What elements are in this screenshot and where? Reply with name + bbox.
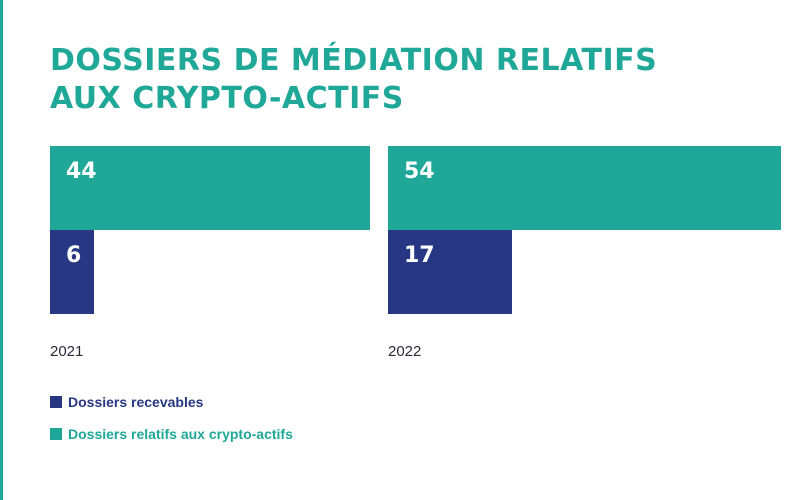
bar-recevables-value-2022: 17 xyxy=(404,243,435,268)
bar-crypto-2021: 44 xyxy=(50,146,370,230)
legend-label-recevables: Dossiers recevables xyxy=(68,394,204,410)
left-accent-rule xyxy=(0,0,3,500)
category-label-2021: 2021 xyxy=(50,343,84,360)
category-label-2022: 2022 xyxy=(388,343,422,360)
bar-recevables-2022: 17 xyxy=(388,230,512,314)
legend-swatch-crypto xyxy=(50,428,62,440)
chart-title: DOSSIERS DE MÉDIATION RELATIFS AUX CRYPT… xyxy=(50,42,657,118)
legend-swatch-recevables xyxy=(50,396,62,408)
bar-recevables-2021: 6 xyxy=(50,230,94,314)
bar-recevables-value-2021: 6 xyxy=(66,243,82,268)
legend-item-crypto: Dossiers relatifs aux crypto-actifs xyxy=(50,426,293,442)
chart-title-line-2: AUX CRYPTO-ACTIFS xyxy=(50,81,404,116)
legend-label-crypto: Dossiers relatifs aux crypto-actifs xyxy=(68,426,293,442)
bar-crypto-value-2022: 54 xyxy=(404,159,435,184)
bar-crypto-value-2021: 44 xyxy=(66,159,97,184)
bar-crypto-2022: 54 xyxy=(388,146,781,230)
chart-title-line-1: DOSSIERS DE MÉDIATION RELATIFS xyxy=(50,43,658,78)
legend-item-recevables: Dossiers recevables xyxy=(50,394,203,410)
